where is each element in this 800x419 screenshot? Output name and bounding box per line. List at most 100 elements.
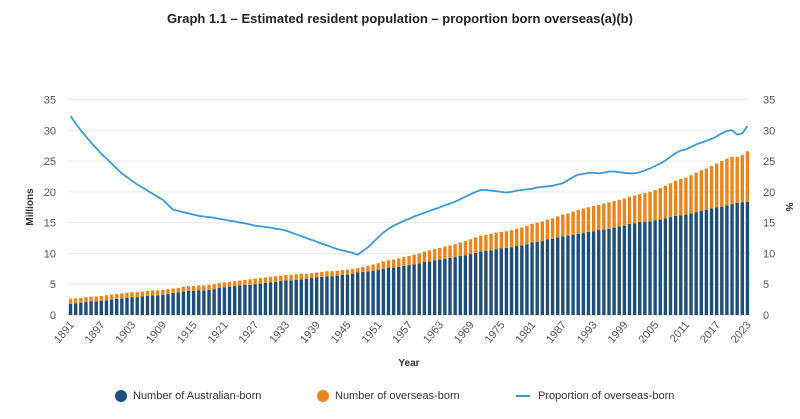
y2-tick-label: 0: [763, 310, 769, 322]
bar-overseas-born: [468, 239, 473, 255]
bar-australian-born: [289, 280, 293, 315]
bar-australian-born: [94, 301, 98, 315]
bar-australian-born: [468, 254, 473, 315]
x-tick-label: 1897: [83, 319, 108, 345]
bar-overseas-born: [381, 261, 386, 269]
bar-australian-born: [356, 272, 360, 315]
y-tick-label: 30: [44, 125, 56, 137]
bar-australian-born: [73, 303, 78, 315]
bar-overseas-born: [386, 260, 391, 268]
bar-australian-born: [386, 267, 391, 315]
bar-australian-born: [84, 302, 88, 315]
y-tick-label: 35: [44, 95, 56, 107]
bar-australian-born: [315, 277, 319, 315]
bar-australian-born: [171, 292, 175, 315]
bar-australian-born: [166, 294, 170, 315]
bar-australian-born: [627, 223, 632, 315]
bar-australian-born: [273, 281, 278, 315]
x-tick-label: 1945: [329, 319, 354, 345]
bar-australian-born: [268, 282, 273, 315]
bar-overseas-born: [207, 284, 211, 290]
bar-australian-born: [150, 295, 155, 315]
bar-australian-born: [248, 284, 252, 315]
bar-overseas-born: [689, 175, 693, 214]
bar-australian-born: [232, 286, 237, 315]
bar-overseas-born: [391, 259, 396, 268]
bar-australian-born: [725, 205, 729, 315]
bar-australian-born: [432, 260, 437, 315]
bar-australian-born: [263, 282, 268, 315]
bar-overseas-born: [663, 185, 668, 219]
bar-australian-born: [104, 300, 109, 315]
bar-overseas-born: [473, 237, 478, 253]
bar-overseas-born: [653, 190, 657, 221]
bar-overseas-born: [571, 211, 575, 235]
bar-overseas-born: [232, 281, 237, 287]
bar-australian-born: [407, 265, 411, 315]
bar-australian-born: [479, 251, 483, 315]
bar-australian-born: [648, 221, 652, 315]
bar-australian-born: [545, 239, 550, 315]
y-tick-label: 20: [44, 187, 56, 199]
bar-overseas-born: [622, 198, 627, 226]
legend-item-overseas-born[interactable]: Number of overseas-born: [317, 390, 460, 402]
bar-australian-born: [458, 255, 462, 315]
bar-australian-born: [376, 270, 380, 315]
chart-title: Graph 1.1 – Estimated resident populatio…: [167, 11, 633, 26]
bar-overseas-born: [171, 288, 175, 293]
bar-overseas-born: [627, 196, 632, 224]
bar-overseas-born: [217, 282, 221, 288]
bar-australian-born: [176, 292, 180, 315]
bar-overseas-born: [648, 191, 652, 222]
bar-australian-born: [550, 238, 555, 315]
bar-overseas-born: [694, 172, 698, 213]
bar-australian-born: [535, 241, 539, 315]
bar-australian-born: [68, 303, 73, 315]
x-tick-label: 1975: [483, 319, 508, 345]
bar-australian-born: [489, 250, 493, 315]
bar-australian-born: [335, 275, 339, 315]
bar-australian-born: [412, 264, 416, 315]
bar-overseas-born: [299, 273, 304, 280]
x-tick-label: 2005: [637, 319, 662, 345]
bar-australian-born: [427, 261, 432, 315]
x-tick-label: 2017: [698, 319, 723, 345]
bar-australian-born: [109, 299, 114, 315]
bar-overseas-born: [453, 244, 457, 258]
bar-australian-born: [371, 270, 375, 315]
bar-overseas-born: [412, 254, 416, 265]
bar-overseas-born: [340, 270, 345, 275]
bar-australian-born: [704, 209, 709, 315]
bar-australian-born: [330, 276, 334, 315]
bar-australian-born: [689, 213, 693, 315]
bar-overseas-born: [432, 249, 437, 261]
legend-item-proportion[interactable]: Proportion of overseas-born: [516, 390, 674, 402]
x-tick-label: 1939: [298, 319, 323, 345]
bar-australian-born: [740, 202, 745, 315]
y2-tick-label: 30: [763, 125, 775, 137]
x-tick-label: 1909: [144, 319, 169, 345]
bar-australian-born: [361, 271, 365, 315]
bar-overseas-born: [227, 281, 232, 287]
x-tick-label: 1903: [113, 319, 138, 345]
bar-australian-born: [89, 301, 93, 315]
legend-label: Proportion of overseas-born: [538, 390, 675, 402]
legend-item-australian-born[interactable]: Number of Australian-born: [115, 390, 261, 402]
x-tick-label: 2011: [668, 319, 692, 345]
bar-overseas-born: [735, 156, 739, 203]
bar-australian-born: [473, 252, 478, 315]
bar-australian-born: [135, 297, 139, 315]
bar-overseas-born: [704, 168, 709, 210]
bar-overseas-born: [714, 163, 719, 208]
y2-tick-label: 20: [763, 187, 775, 199]
bar-australian-born: [632, 223, 637, 315]
x-tick-label: 1927: [237, 319, 262, 345]
bar-australian-born: [566, 235, 570, 315]
bar-australian-born: [381, 268, 386, 315]
legend-label: Number of Australian-born: [133, 390, 262, 402]
bar-australian-born: [643, 222, 647, 315]
bar-australian-born: [561, 236, 565, 315]
bar-australian-born: [125, 297, 129, 315]
bar-australian-born: [161, 294, 165, 315]
y2-tick-label: 5: [763, 279, 769, 291]
